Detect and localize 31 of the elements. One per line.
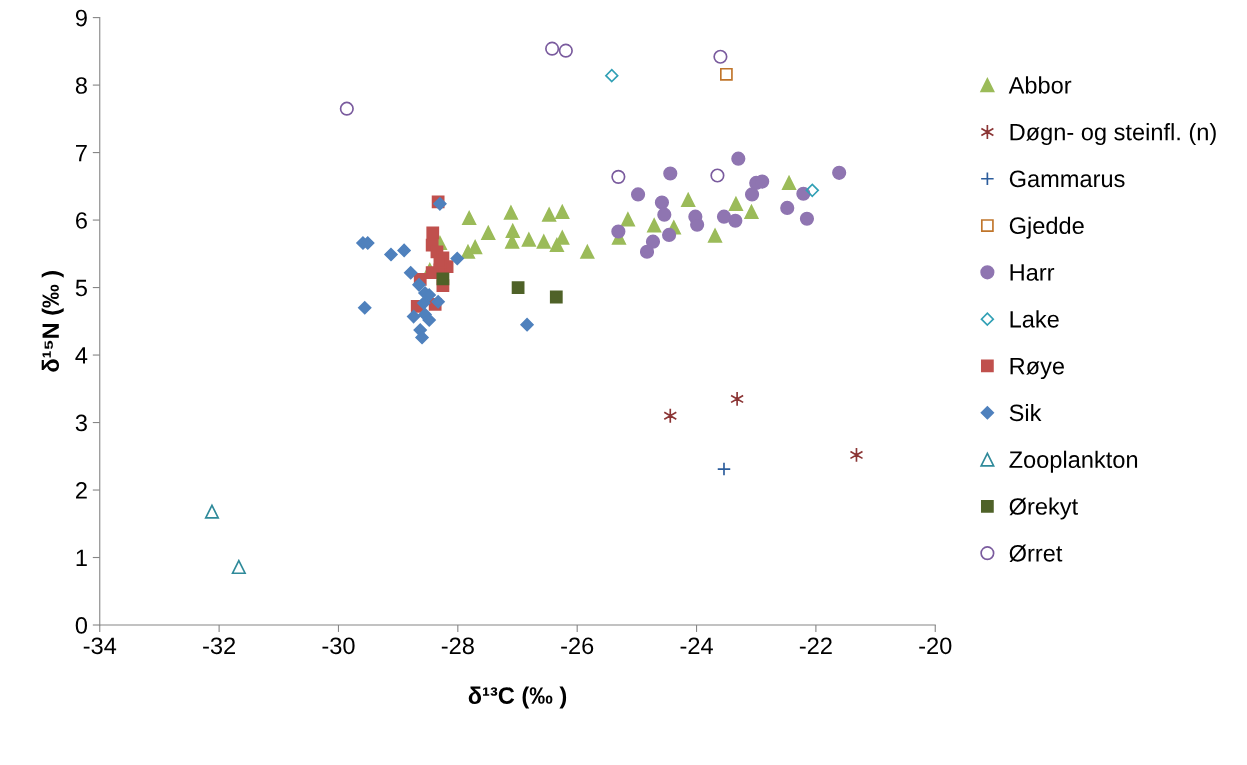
x-tick-label: -34: [83, 637, 117, 655]
y-tick-label: 0: [75, 617, 88, 634]
legend-label: Lake: [1010, 310, 1059, 328]
legend-label: Døgn- og steinfl. (n): [1010, 123, 1216, 146]
legend-label: Ørekyt: [1009, 497, 1078, 520]
y-tick-label: 4: [75, 347, 88, 364]
x-tick-label: -22: [799, 637, 832, 654]
x-tick-label: -26: [561, 637, 594, 655]
legend-label: Gammarus: [1009, 170, 1125, 188]
y-tick-label: 1: [76, 549, 87, 567]
legend-label: Gjedde: [1009, 216, 1084, 239]
y-tick-label: 9: [75, 9, 87, 27]
x-tick-label: -32: [203, 637, 235, 655]
y-tick-label: 6: [76, 212, 87, 229]
y-tick-label: 2: [76, 482, 87, 499]
legend-label: Sik: [1009, 403, 1042, 422]
x-tick-label: -30: [322, 637, 355, 655]
legend-label: Røye: [1010, 357, 1064, 380]
y-tick-label: 7: [76, 144, 87, 162]
legend-label: Ørret: [1009, 544, 1063, 563]
x-axis-title: δ¹³C (‰ ): [468, 686, 567, 709]
y-tick-label: 3: [75, 414, 87, 432]
y-axis-title: δ¹⁵N (‰ ): [41, 271, 64, 372]
legend-label: Harr: [1010, 264, 1055, 281]
y-tick-label: 5: [75, 279, 87, 297]
y-tick-label: 8: [75, 77, 87, 94]
x-tick-label: -28: [441, 637, 474, 655]
legend-label: Zooplankton: [1009, 450, 1138, 473]
x-tick-label: -20: [919, 637, 952, 655]
x-tick-label: -24: [680, 637, 713, 654]
legend-label: Abbor: [1008, 76, 1072, 94]
